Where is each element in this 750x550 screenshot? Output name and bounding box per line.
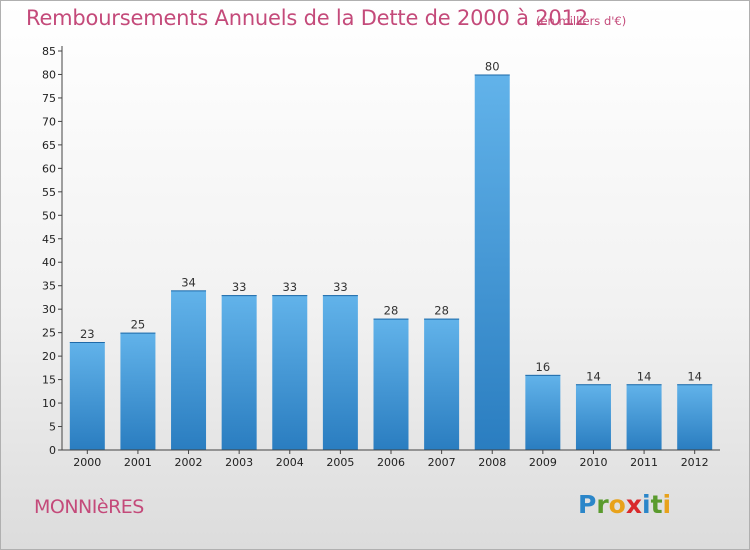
data-label: 14 [687, 369, 702, 383]
data-label: 33 [232, 280, 247, 294]
labels-layer: 23 25 34 33 33 33 28 28 80 16 14 14 14 [80, 59, 702, 383]
x-tick-label: 2006 [377, 456, 405, 469]
data-label: 28 [384, 304, 399, 318]
bar-2010 [575, 384, 611, 450]
bar-2006 [373, 318, 409, 450]
data-label: 14 [586, 369, 601, 383]
bar-2009 [525, 374, 561, 450]
bar-2008 [474, 74, 510, 451]
y-tick-label: 50 [42, 209, 56, 222]
y-tick-label: 85 [42, 45, 56, 58]
chart-subtitle: (en milliers d'€) [536, 14, 627, 28]
x-tick-label: 2010 [579, 456, 607, 469]
bar-2012 [677, 384, 713, 450]
bar-2005 [322, 295, 358, 450]
data-label: 80 [485, 59, 500, 73]
x-tick-label: 2003 [225, 456, 253, 469]
y-tick-label: 15 [42, 374, 56, 387]
x-tick-label: 2011 [630, 456, 658, 469]
bar-2003 [221, 295, 257, 450]
y-tick-label: 55 [42, 186, 56, 199]
logo-letter: o [608, 490, 626, 519]
x-tick-label: 2007 [428, 456, 456, 469]
bars-layer [69, 74, 713, 451]
axis-layer: 0 5 10 15 20 25 30 35 40 45 50 55 60 65 70 75 80 85 2000 20… [42, 45, 720, 469]
data-label: 33 [282, 280, 297, 294]
y-tick-label: 70 [42, 115, 56, 128]
x-tick-label: 2001 [124, 456, 152, 469]
chart-title: Remboursements Annuels de la Dette de 20… [26, 6, 588, 30]
bar-2007 [424, 318, 460, 450]
proxiti-logo[interactable]: Proxiti [578, 490, 671, 519]
y-tick-label: 75 [42, 92, 56, 105]
y-tick-label: 80 [42, 68, 56, 81]
x-tick-label: 2004 [276, 456, 304, 469]
y-tick-label: 20 [42, 350, 56, 363]
x-tick-label: 2008 [478, 456, 506, 469]
logo-letter: r [596, 490, 609, 519]
bar-2011 [626, 384, 662, 450]
logo-letter: x [625, 490, 642, 519]
bar-2004 [272, 295, 308, 450]
y-tick-label: 10 [42, 397, 56, 410]
data-label: 16 [536, 360, 551, 374]
bar-2002 [171, 290, 207, 450]
y-tick-label: 25 [42, 327, 56, 340]
x-tick-label: 2005 [326, 456, 354, 469]
x-tick-label: 2000 [73, 456, 101, 469]
logo-letter: i [642, 490, 651, 519]
y-tick-label: 45 [42, 233, 56, 246]
data-label: 23 [80, 327, 95, 341]
logo-letter: t [650, 490, 663, 519]
bar-2001 [120, 332, 156, 450]
data-label: 28 [434, 304, 449, 318]
logo-letter: i [662, 490, 672, 519]
y-tick-label: 30 [42, 303, 56, 316]
data-label: 34 [181, 275, 196, 289]
y-tick-label: 35 [42, 280, 56, 293]
data-label: 25 [131, 318, 146, 332]
data-label: 33 [333, 280, 348, 294]
y-tick-label: 0 [49, 444, 56, 457]
bar-2000 [69, 342, 105, 450]
y-tick-label: 5 [49, 421, 56, 434]
data-label: 14 [637, 369, 652, 383]
commune-name: MONNIèRES [34, 496, 144, 518]
x-tick-label: 2009 [529, 456, 557, 469]
y-tick-label: 40 [42, 256, 56, 269]
y-tick-label: 65 [42, 139, 56, 152]
logo-letter: P [578, 490, 597, 519]
y-tick-label: 60 [42, 162, 56, 175]
x-tick-label: 2002 [175, 456, 203, 469]
x-tick-label: 2012 [681, 456, 709, 469]
